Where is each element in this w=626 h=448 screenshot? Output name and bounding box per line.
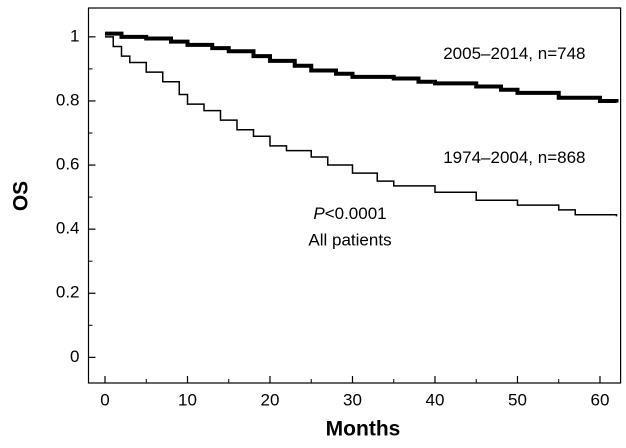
km-curve	[104, 36, 618, 217]
x-tick-label: 10	[178, 390, 197, 409]
series-label: 1974–2004, n=868	[443, 148, 585, 167]
km-curve	[104, 31, 619, 103]
y-tick-label: 1	[70, 26, 79, 45]
annotation-part: P	[313, 204, 325, 223]
y-tick-label: 0.8	[56, 90, 80, 109]
x-tick-label: 30	[343, 390, 362, 409]
series-label: 2005–2014, n=748	[443, 44, 585, 63]
x-tick-label: 60	[591, 390, 610, 409]
annotation: All patients	[308, 230, 391, 249]
y-axis-label: OS	[10, 181, 33, 211]
y-tick-label: 0	[70, 347, 79, 366]
y-tick-label: 0.6	[56, 155, 80, 174]
x-tick-label: 40	[426, 390, 445, 409]
annotation-part: <0.0001	[325, 204, 387, 223]
y-tick-label: 0.2	[56, 283, 80, 302]
y-tick-label: 0.4	[56, 219, 80, 238]
annotation: P<0.0001	[313, 204, 386, 223]
x-tick-label: 50	[508, 390, 527, 409]
x-tick-label: 0	[100, 390, 109, 409]
x-axis-label: Months	[326, 418, 401, 441]
plot-frame	[87, 7, 622, 384]
x-tick-label: 20	[261, 390, 280, 409]
